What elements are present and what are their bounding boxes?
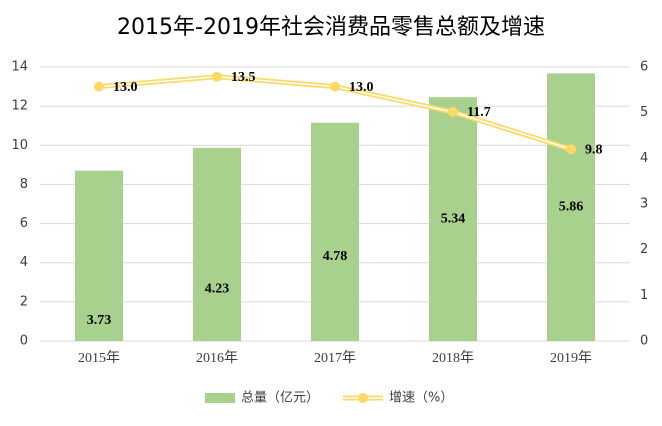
y2-tick-label: 6 bbox=[640, 60, 648, 75]
y-tick-label: 0 bbox=[20, 334, 28, 349]
x-tick-label: 2015年 bbox=[78, 350, 120, 366]
legend-swatch bbox=[205, 393, 235, 403]
y2-tick-label: 5 bbox=[640, 105, 648, 120]
y-tick-label: 12 bbox=[11, 99, 28, 114]
x-tick-label: 2016年 bbox=[196, 350, 238, 366]
legend-label: 增速（%） bbox=[389, 391, 453, 406]
y-tick-label: 6 bbox=[20, 216, 28, 231]
y2-tick-label: 1 bbox=[640, 288, 648, 303]
y-tick-label: 2 bbox=[20, 294, 28, 309]
line-value-label: 13.0 bbox=[113, 80, 138, 95]
bar bbox=[429, 97, 477, 341]
y-tick-label: 8 bbox=[20, 177, 28, 192]
x-tick-label: 2017年 bbox=[314, 350, 356, 366]
bar bbox=[193, 147, 241, 341]
line-marker bbox=[448, 107, 458, 118]
bar bbox=[547, 73, 595, 341]
legend-marker bbox=[358, 393, 368, 403]
line-value-label: 13.0 bbox=[349, 80, 374, 95]
line-value-label: 9.8 bbox=[585, 142, 603, 157]
chart-title: 2015年-2019年社会消费品零售总额及增速 bbox=[117, 15, 545, 40]
y-tick-label: 10 bbox=[11, 138, 28, 153]
y2-tick-label: 2 bbox=[640, 242, 648, 257]
line-marker bbox=[94, 81, 104, 92]
line-marker bbox=[212, 71, 222, 82]
y2-tick-label: 3 bbox=[640, 197, 648, 212]
y-tick-label: 4 bbox=[20, 255, 28, 270]
line-marker bbox=[330, 81, 340, 92]
bar-value-label: 5.86 bbox=[559, 199, 584, 214]
bar-value-label: 4.23 bbox=[205, 282, 230, 297]
y2-tick-label: 0 bbox=[640, 334, 648, 349]
line-value-label: 13.5 bbox=[231, 70, 256, 85]
legend-label: 总量（亿元） bbox=[241, 391, 319, 406]
line-value-label: 11.7 bbox=[467, 105, 491, 120]
bar bbox=[75, 170, 123, 341]
bar-value-label: 3.73 bbox=[87, 313, 112, 328]
bar-value-label: 5.34 bbox=[441, 211, 466, 226]
x-tick-label: 2018年 bbox=[432, 350, 474, 366]
bar bbox=[311, 122, 359, 341]
y-tick-label: 14 bbox=[11, 60, 28, 75]
x-tick-label: 2019年 bbox=[550, 350, 592, 366]
y2-tick-label: 4 bbox=[640, 151, 648, 166]
line-marker bbox=[566, 144, 576, 155]
bar-value-label: 4.78 bbox=[323, 249, 348, 264]
